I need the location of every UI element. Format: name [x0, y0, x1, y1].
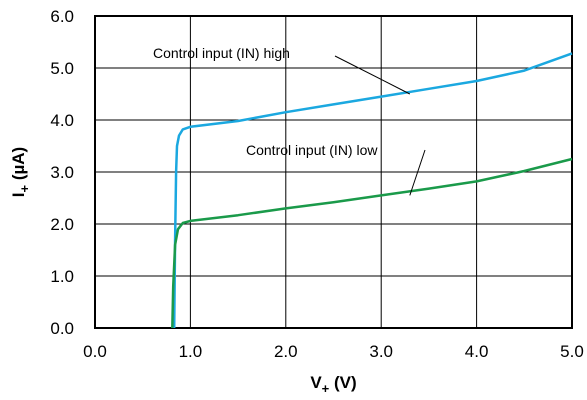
y-tick-labels: 0.0 1.0 2.0 3.0 4.0 5.0 6.0 [50, 7, 74, 338]
y-axis-label: I+ (µA) [9, 147, 32, 197]
annotation-leader [334, 55, 411, 95]
x-tick-label: 4.0 [465, 342, 489, 361]
y-tick-label: 4.0 [50, 111, 74, 130]
annotation-label: Control input (IN) high [153, 45, 290, 61]
x-tick-label: 2.0 [274, 342, 298, 361]
x-tick-label: 5.0 [560, 342, 584, 361]
annotations: Control input (IN) high Control input (IN… [153, 45, 426, 196]
y-tick-label: 6.0 [50, 7, 74, 26]
series-line-0 [172, 52, 573, 329]
y-tick-label: 0.0 [50, 319, 74, 338]
y-tick-label: 1.0 [50, 267, 74, 286]
x-tick-label: 1.0 [179, 342, 203, 361]
annotation-label: Control input (IN) low [246, 142, 378, 158]
x-tick-label: 3.0 [369, 342, 393, 361]
x-axis-label-unit: (V) [329, 373, 356, 392]
y-tick-label: 3.0 [50, 163, 74, 182]
x-tick-label: 0.0 [83, 342, 107, 361]
series-line-1 [171, 157, 573, 329]
y-axis-label-sub: + [17, 184, 32, 192]
x-tick-labels: 0.0 1.0 2.0 3.0 4.0 5.0 [83, 342, 584, 361]
y-tick-label: 5.0 [50, 59, 74, 78]
y-tick-label: 2.0 [50, 215, 74, 234]
series-lines [171, 52, 573, 329]
y-axis-label-unit: (µA) [9, 147, 28, 185]
annotation-leader [409, 149, 426, 196]
x-axis-label: V+ (V) [310, 373, 356, 396]
x-axis-label-sub: + [322, 381, 330, 396]
x-axis-label-main: V [310, 373, 322, 392]
y-axis-label-main: I [9, 192, 28, 197]
plot-frame [94, 15, 573, 329]
